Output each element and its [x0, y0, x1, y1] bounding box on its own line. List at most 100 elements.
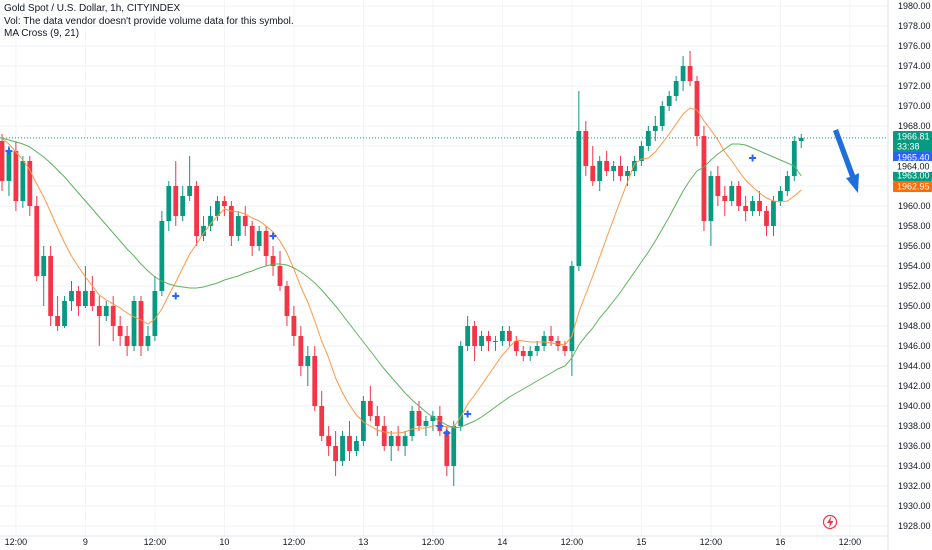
candle[interactable] — [180, 186, 186, 221]
candle[interactable] — [62, 296, 67, 328]
candle[interactable] — [715, 166, 721, 206]
candle[interactable] — [103, 301, 109, 321]
candle[interactable] — [680, 56, 686, 91]
candle[interactable] — [597, 156, 603, 191]
candle[interactable] — [569, 261, 575, 376]
candle[interactable] — [673, 76, 679, 101]
candle[interactable] — [374, 406, 380, 436]
candle[interactable] — [506, 326, 512, 346]
candle[interactable] — [409, 406, 415, 441]
symbol-title[interactable]: Gold Spot / U.S. Dollar, 1h, CITYINDEX — [4, 3, 181, 14]
candle[interactable] — [201, 216, 206, 241]
candle[interactable] — [736, 181, 742, 211]
candle[interactable] — [722, 186, 728, 216]
candle[interactable] — [395, 426, 401, 451]
candle[interactable] — [590, 146, 596, 186]
candle[interactable] — [333, 431, 338, 476]
candle[interactable] — [500, 326, 505, 346]
candle[interactable] — [388, 431, 394, 461]
candle[interactable] — [173, 161, 179, 226]
candle[interactable] — [263, 226, 269, 266]
candle[interactable] — [611, 161, 616, 181]
candle[interactable] — [791, 136, 797, 181]
candle[interactable] — [729, 181, 735, 206]
candle[interactable] — [750, 196, 755, 216]
candle[interactable] — [305, 346, 311, 386]
candle[interactable] — [687, 51, 693, 86]
candle[interactable] — [76, 286, 81, 316]
candle[interactable] — [166, 181, 172, 231]
candle[interactable] — [228, 201, 234, 246]
candle[interactable] — [0, 134, 5, 191]
time-axis[interactable]: 12:00 9 12:00 10 12:00 13 12:00 14 12:00 15 12:00 1… — [0, 535, 888, 547]
candle[interactable] — [583, 121, 589, 176]
candle[interactable] — [354, 436, 359, 456]
candle[interactable] — [534, 341, 540, 356]
candles-layer[interactable] — [0, 51, 804, 486]
candle[interactable] — [235, 211, 241, 241]
candle[interactable] — [131, 296, 137, 351]
candle[interactable] — [69, 281, 74, 311]
candle[interactable] — [451, 421, 457, 486]
candle[interactable] — [701, 126, 707, 231]
candle[interactable] — [340, 431, 345, 466]
candle[interactable] — [55, 296, 60, 331]
candle[interactable] — [493, 336, 498, 351]
candle[interactable] — [347, 421, 352, 461]
candle[interactable] — [249, 221, 255, 256]
candle[interactable] — [291, 306, 297, 346]
candle[interactable] — [145, 326, 151, 351]
candle[interactable] — [215, 196, 220, 221]
candle[interactable] — [367, 386, 373, 421]
candle[interactable] — [48, 246, 54, 326]
candle[interactable] — [242, 206, 248, 236]
candle[interactable] — [771, 196, 776, 236]
candle[interactable] — [632, 156, 637, 176]
candle[interactable] — [361, 396, 366, 446]
candle[interactable] — [778, 186, 783, 206]
candle[interactable] — [541, 331, 547, 351]
candle[interactable] — [652, 116, 658, 141]
candle[interactable] — [604, 151, 610, 176]
candle[interactable] — [562, 341, 568, 356]
candle[interactable] — [520, 346, 526, 361]
candle[interactable] — [27, 156, 33, 216]
candle[interactable] — [319, 391, 325, 441]
candle[interactable] — [743, 196, 749, 221]
candle[interactable] — [764, 206, 769, 236]
candle[interactable] — [20, 156, 26, 208]
candle[interactable] — [284, 281, 290, 326]
indicator-label[interactable]: MA Cross (9, 21) — [4, 28, 80, 39]
candle[interactable] — [83, 266, 88, 308]
candle[interactable] — [117, 316, 123, 346]
candle[interactable] — [757, 191, 762, 216]
candle[interactable] — [312, 346, 318, 411]
candle[interactable] — [694, 76, 700, 146]
candle[interactable] — [465, 316, 471, 351]
candle[interactable] — [639, 141, 644, 166]
candle[interactable] — [618, 156, 623, 181]
candle[interactable] — [277, 251, 283, 291]
candle[interactable] — [576, 91, 582, 271]
candle[interactable] — [527, 346, 533, 361]
candle[interactable] — [41, 246, 47, 306]
candle[interactable] — [124, 326, 130, 356]
candle[interactable] — [479, 331, 484, 351]
candle[interactable] — [270, 246, 276, 276]
candle[interactable] — [159, 211, 165, 296]
candle[interactable] — [430, 411, 436, 431]
lightning-icon[interactable] — [822, 514, 838, 530]
candle[interactable] — [298, 326, 304, 376]
candle[interactable] — [798, 134, 804, 148]
candle[interactable] — [326, 426, 332, 456]
candle[interactable] — [152, 276, 158, 341]
candle[interactable] — [513, 336, 519, 356]
candle[interactable] — [472, 321, 477, 361]
candle[interactable] — [659, 101, 665, 131]
candle[interactable] — [708, 171, 714, 246]
candle[interactable] — [138, 296, 144, 356]
candle[interactable] — [666, 91, 672, 111]
candle[interactable] — [208, 206, 213, 231]
candle[interactable] — [187, 156, 193, 201]
